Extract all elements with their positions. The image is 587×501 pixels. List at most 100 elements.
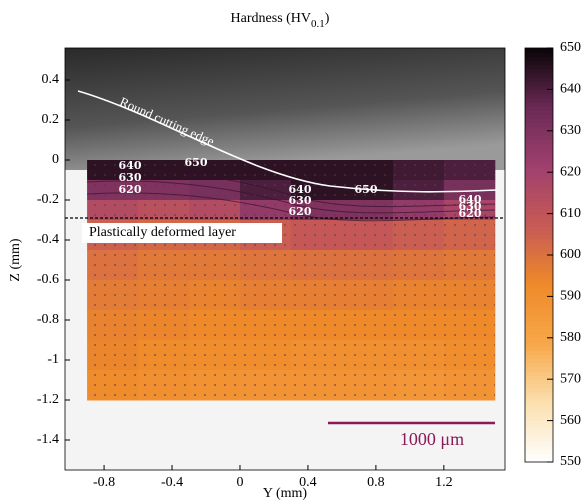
colorbar-step bbox=[525, 85, 553, 90]
colorbar-step bbox=[525, 358, 553, 364]
colorbar-step bbox=[525, 296, 553, 302]
y-tick-label: -0.2 bbox=[37, 192, 59, 207]
contour-label: 620 bbox=[289, 205, 312, 218]
colorbar-step bbox=[525, 383, 553, 389]
colorbar-step bbox=[525, 346, 553, 351]
colorbar-step bbox=[525, 147, 553, 153]
colorbar-step bbox=[525, 441, 553, 447]
colorbar-step bbox=[525, 420, 553, 426]
x-tick-label: 0.8 bbox=[367, 475, 385, 490]
colorbar-step bbox=[525, 238, 553, 244]
colorbar-step bbox=[525, 226, 553, 231]
colorbar-step bbox=[525, 366, 553, 372]
contour-label: 650 bbox=[355, 183, 378, 196]
colorbar-step bbox=[525, 168, 553, 173]
colorbar-step bbox=[525, 172, 553, 177]
title-end: ) bbox=[325, 11, 330, 26]
colorbar-step bbox=[525, 325, 553, 331]
colorbar-step bbox=[525, 399, 553, 405]
x-tick-label: 0 bbox=[236, 475, 243, 490]
colorbar-step bbox=[525, 433, 553, 438]
y-tick-label: 0 bbox=[52, 152, 59, 167]
colorbar-step bbox=[525, 105, 553, 111]
contour-label: 640 bbox=[119, 159, 142, 172]
title-sub: 0.1 bbox=[311, 18, 325, 30]
colorbar-step bbox=[525, 308, 553, 314]
x-axis-label: Y (mm) bbox=[263, 486, 308, 501]
colorbar-tick-label: 570 bbox=[560, 371, 581, 386]
colorbar-tick-label: 620 bbox=[560, 164, 581, 179]
colorbar-step bbox=[525, 76, 553, 82]
colorbar-step bbox=[525, 267, 553, 273]
colorbar-tick-label: 550 bbox=[560, 454, 581, 469]
colorbar-step bbox=[525, 259, 553, 264]
contour-label: 650 bbox=[185, 156, 208, 169]
colorbar-step bbox=[525, 242, 553, 248]
colorbar-step bbox=[525, 457, 553, 463]
colorbar-tick-label: 600 bbox=[560, 247, 581, 262]
colorbar-step bbox=[525, 56, 553, 62]
colorbar-step bbox=[525, 412, 553, 418]
colorbar-step bbox=[525, 329, 553, 335]
colorbar-step bbox=[525, 64, 553, 70]
colorbar-step bbox=[525, 180, 553, 186]
colorbar-step bbox=[525, 217, 553, 223]
colorbar-step bbox=[525, 230, 553, 235]
y-tick-label: -1 bbox=[47, 352, 59, 367]
contour-lines bbox=[86, 170, 496, 222]
colorbar-tick-label: 560 bbox=[560, 413, 581, 428]
title-main: Hardness (HV bbox=[231, 11, 311, 26]
colorbar-step bbox=[525, 155, 553, 161]
colorbar-step bbox=[525, 424, 553, 430]
colorbar-step bbox=[525, 97, 553, 103]
colorbar-step bbox=[525, 395, 553, 401]
y-tick-label: 0.2 bbox=[42, 112, 60, 127]
y-tick-label: -1.2 bbox=[37, 392, 59, 407]
colorbar-step bbox=[525, 428, 553, 434]
contour-label: 630 bbox=[119, 171, 142, 184]
contour-label: 620 bbox=[459, 207, 482, 220]
indent-grid bbox=[87, 160, 495, 400]
colorbar-tick-label: 640 bbox=[560, 82, 581, 97]
colorbar-step bbox=[525, 176, 553, 182]
y-axis-label: Z (mm) bbox=[8, 238, 23, 281]
colorbar-step bbox=[525, 387, 553, 393]
colorbar-step bbox=[525, 159, 553, 165]
colorbar-step bbox=[525, 184, 553, 190]
colorbar-step bbox=[525, 362, 553, 368]
colorbar-step bbox=[525, 408, 553, 413]
micrograph-tool bbox=[65, 48, 505, 170]
colorbar-step bbox=[525, 379, 553, 384]
colorbar-step bbox=[525, 288, 553, 293]
colorbar-step bbox=[525, 437, 553, 442]
colorbar-step bbox=[525, 72, 553, 78]
colorbar-step bbox=[525, 126, 553, 132]
contour-label: 640 bbox=[459, 193, 482, 206]
colorbar-step bbox=[525, 151, 553, 157]
colorbar-step bbox=[525, 197, 553, 202]
colorbar-step bbox=[525, 350, 553, 355]
colorbar-step bbox=[525, 101, 553, 107]
colorbar-step bbox=[525, 221, 553, 227]
y-tick-label: -0.4 bbox=[37, 232, 59, 247]
colorbar-step bbox=[525, 416, 553, 422]
colorbar-step bbox=[525, 110, 553, 115]
layer-label-box bbox=[82, 223, 282, 243]
colorbar-tick-label: 650 bbox=[560, 40, 581, 55]
colorbar-step bbox=[525, 122, 553, 128]
colorbar-tick-label: 610 bbox=[560, 206, 581, 221]
colorbar-step bbox=[525, 337, 553, 343]
colorbar-step bbox=[525, 201, 553, 206]
y-tick-label: -0.8 bbox=[37, 312, 59, 327]
colorbar-step bbox=[525, 60, 553, 66]
colorbar-step bbox=[525, 354, 553, 360]
contour-label: 630 bbox=[459, 200, 482, 213]
contour-label: 630 bbox=[289, 194, 312, 207]
colorbar-step bbox=[525, 275, 553, 281]
colorbar-step bbox=[525, 52, 553, 57]
colorbar-tick-label: 630 bbox=[560, 123, 581, 138]
colorbar-step bbox=[525, 279, 553, 285]
colorbar-step bbox=[525, 48, 553, 53]
colorbar-step bbox=[525, 246, 553, 252]
